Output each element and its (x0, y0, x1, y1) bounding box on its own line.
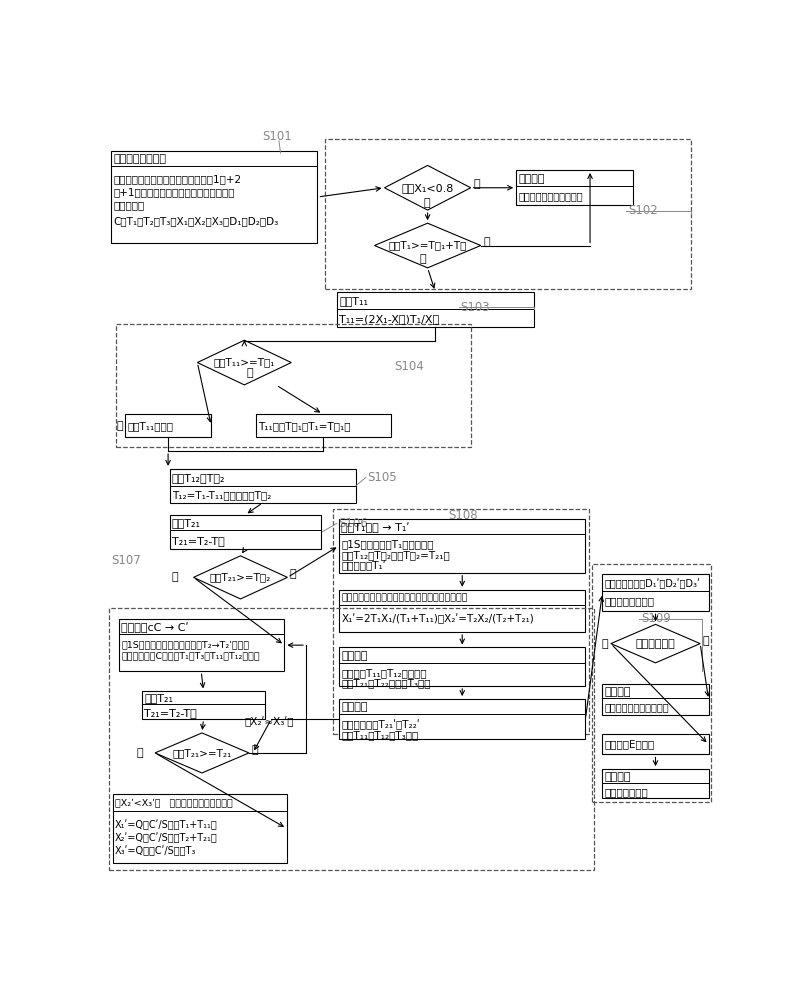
Text: 常规信号配时设计: 常规信号配时设计 (113, 154, 166, 164)
Text: 直+1右）条件下，采用常规信号配时技术: 直+1右）条件下，采用常规信号配时技术 (113, 187, 235, 197)
FancyBboxPatch shape (602, 734, 709, 754)
Text: S103: S103 (461, 301, 491, 314)
Text: T₂₁=T₂-T行: T₂₁=T₂-T行 (145, 708, 197, 718)
FancyBboxPatch shape (339, 590, 586, 632)
FancyBboxPatch shape (169, 515, 320, 549)
FancyBboxPatch shape (169, 469, 356, 503)
Text: 降低T₁₂与T排₂，使T排₂=T₂₁，: 降低T₁₂与T排₂，使T排₂=T₂₁， (341, 550, 450, 560)
FancyBboxPatch shape (256, 414, 391, 437)
FancyBboxPatch shape (125, 414, 211, 437)
FancyBboxPatch shape (339, 519, 586, 573)
Text: S107: S107 (111, 554, 141, 567)
Text: 当X₂ʹ≈X₃ʹ时: 当X₂ʹ≈X₃ʹ时 (244, 716, 294, 727)
FancyBboxPatch shape (113, 794, 287, 863)
Polygon shape (375, 223, 481, 268)
Text: 采用T₁₁计算值: 采用T₁₁计算值 (127, 421, 173, 431)
Text: 画出信号配时图: 画出信号配时图 (605, 787, 649, 797)
Text: 否: 否 (247, 368, 253, 378)
Text: 进行计算：: 进行计算： (113, 200, 145, 210)
Text: 验证X₁<0.8: 验证X₁<0.8 (401, 183, 454, 193)
Text: 通行技术不适用此交叉口: 通行技术不适用此交叉口 (519, 191, 583, 201)
FancyBboxPatch shape (142, 691, 265, 719)
Text: 计算调整后的东西直行、东西左转进口道的饱和度: 计算调整后的东西直行、东西左转进口道的饱和度 (341, 594, 468, 603)
Text: 利用常规计算公式: 利用常规计算公式 (605, 596, 654, 606)
Text: X₁ʹ=Q直Cʹ/S直（T₁+T₁₁）: X₁ʹ=Q直Cʹ/S直（T₁+T₁₁） (115, 819, 217, 830)
Text: 计算T₂₁: 计算T₂₁ (172, 518, 201, 528)
Text: 以1S为单位增加T₁时间，从而: 以1S为单位增加T₁时间，从而 (341, 539, 434, 549)
Text: 在东西进口道采用固定的车道功能（1左+2: 在东西进口道采用固定的车道功能（1左+2 (113, 174, 241, 184)
Text: 否: 否 (702, 636, 709, 646)
FancyBboxPatch shape (602, 574, 709, 611)
Text: 是: 是 (423, 198, 431, 208)
Text: X₃ʹ=Q南北Cʹ/S南北T₃: X₃ʹ=Q南北Cʹ/S南北T₃ (115, 845, 197, 856)
Text: 否: 否 (251, 745, 258, 755)
Text: 服务水平E级以上: 服务水平E级以上 (605, 739, 655, 749)
FancyBboxPatch shape (602, 684, 709, 715)
Text: 否: 否 (483, 237, 490, 247)
Text: 调整T₁取值 → T₁ʹ: 调整T₁取值 → T₁ʹ (341, 522, 410, 533)
FancyBboxPatch shape (339, 647, 586, 686)
Text: T₂₁=T₂-T行: T₂₁=T₂-T行 (172, 536, 225, 546)
Text: S104: S104 (395, 360, 424, 373)
Text: S108: S108 (448, 509, 478, 522)
Text: T₁₁=(2X₁-X直)T₁/X直: T₁₁=(2X₁-X直)T₁/X直 (339, 314, 439, 324)
Text: 验证T₁₁>=T排₁: 验证T₁₁>=T排₁ (213, 358, 275, 368)
Text: 计算T₁₁: 计算T₁₁ (339, 296, 368, 306)
Text: S102: S102 (628, 204, 658, 217)
Text: 调整周期cC → Cʹ: 调整周期cC → Cʹ (121, 622, 189, 633)
Polygon shape (197, 340, 292, 385)
Text: C、T₁、T₂、T₃、X₁、X₂、X₃、D₁、D₂、D₃: C、T₁、T₂、T₃、X₁、X₂、X₃、D₁、D₂、D₃ (113, 217, 279, 227)
Text: 减少周期时长C，保持T₁，T₃，T₁₁，T₁₂不变。: 减少周期时长C，保持T₁，T₃，T₁₁，T₁₂不变。 (121, 651, 260, 660)
Text: 整后T₂₁，T₂₂，保持T₃不变: 整后T₂₁，T₂₂，保持T₃不变 (341, 678, 431, 688)
Text: 验证T₁>=T排₁+T行: 验证T₁>=T排₁+T行 (388, 241, 467, 251)
Text: 是: 是 (172, 572, 178, 582)
FancyBboxPatch shape (336, 292, 534, 327)
Text: 保持T₁₁，T₁₂，T₃不变: 保持T₁₁，T₁₂，T₃不变 (341, 730, 419, 740)
Text: 当X₂ʹ<X₃ʹ时   计算调整后各方向饱和度: 当X₂ʹ<X₃ʹ时 计算调整后各方向饱和度 (115, 798, 233, 807)
Text: 是: 是 (137, 748, 144, 758)
Text: 否: 否 (290, 569, 296, 579)
Text: 是: 是 (116, 421, 123, 431)
Text: 验证T₂₁>=T₂₁: 验证T₂₁>=T₂₁ (173, 748, 232, 758)
Text: 计算结束: 计算结束 (341, 651, 368, 661)
Text: 取调整后T₁₁、T₁₂；计算调: 取调整后T₁₁、T₁₂；计算调 (341, 668, 427, 678)
Text: 取值调整后的T₂₁ʹ、T₂₂ʹ: 取值调整后的T₂₁ʹ、T₂₂ʹ (341, 720, 420, 731)
Text: 取调整后的T₁ʹ: 取调整后的T₁ʹ (341, 560, 386, 571)
Text: 计算停止: 计算停止 (519, 174, 545, 184)
FancyBboxPatch shape (111, 151, 317, 243)
Text: S106: S106 (338, 517, 368, 530)
Text: 计算停止: 计算停止 (605, 687, 631, 697)
Polygon shape (155, 733, 249, 773)
Text: 计算T₁₂及T排₂: 计算T₁₂及T排₂ (172, 473, 225, 483)
Text: 配时结束: 配时结束 (605, 772, 631, 782)
Text: 调整T₂₁: 调整T₂₁ (145, 693, 173, 703)
Text: X₁ʹ=2T₁X₁/(T₁+T₁₁)；X₂ʹ=T₂X₂/(T₂+T₂₁): X₁ʹ=2T₁X₁/(T₁+T₁₁)；X₂ʹ=T₂X₂/(T₂+T₂₁) (341, 614, 534, 624)
Text: T₁₁采用T排₁（T₁=T排₁）: T₁₁采用T排₁（T₁=T排₁） (258, 421, 351, 431)
Text: 以1S为单位减少东西左转相位T₂→T₂ʹ，同步: 以1S为单位减少东西左转相位T₂→T₂ʹ，同步 (121, 641, 249, 650)
Text: 循环结束: 循环结束 (341, 703, 368, 713)
Text: S101: S101 (262, 130, 292, 143)
FancyBboxPatch shape (516, 170, 633, 205)
Text: X₂ʹ=Q左Cʹ/S左（T₂+T₂₁）: X₂ʹ=Q左Cʹ/S左（T₂+T₂₁） (115, 832, 217, 843)
Text: 是: 是 (602, 639, 609, 649)
Polygon shape (611, 624, 700, 663)
FancyBboxPatch shape (339, 699, 586, 739)
Text: 通行技术不适用此交叉口: 通行技术不适用此交叉口 (605, 703, 670, 713)
Text: T₁₂=T₁-T₁₁，推算得出T排₂: T₁₂=T₁-T₁₁，推算得出T排₂ (172, 490, 271, 500)
Polygon shape (384, 165, 471, 210)
Polygon shape (193, 556, 288, 599)
Text: 否: 否 (473, 179, 479, 189)
Text: 验证服务水平: 验证服务水平 (636, 639, 675, 649)
FancyBboxPatch shape (119, 619, 284, 671)
Text: S105: S105 (368, 471, 397, 484)
Text: 计算调整后延误D₁ʹ、D₂ʹ、D₃ʹ: 计算调整后延误D₁ʹ、D₂ʹ、D₃ʹ (605, 578, 701, 589)
Text: 验证T₂₁>=T排₂: 验证T₂₁>=T排₂ (210, 572, 271, 582)
Text: 是: 是 (420, 254, 427, 264)
FancyBboxPatch shape (602, 769, 709, 798)
Text: S109: S109 (641, 612, 670, 625)
